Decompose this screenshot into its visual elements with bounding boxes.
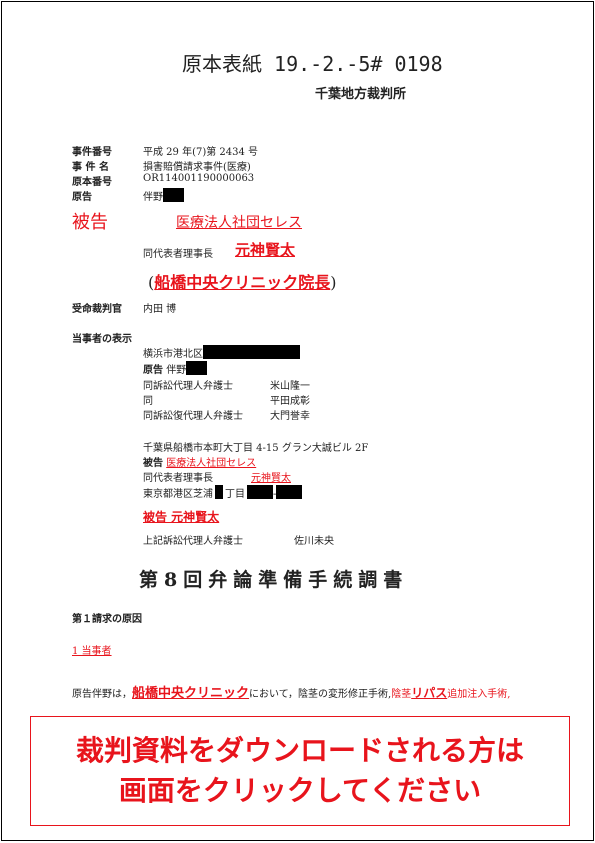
download-banner[interactable]: 裁判資料をダウンロードされる方は 画面をクリックしてください [30,716,570,826]
original-number: OR114001190000063 [143,173,255,184]
defendant-name: 医療法人社団セレス [176,215,302,231]
redaction-box [203,345,300,359]
plaintiff-address: 横浜市港北区 [143,345,300,360]
plaintiff-label: 原告 [72,192,92,203]
case-number-label: 事件番号 [72,147,112,158]
rep-address-a: 東京都港区芝浦 [143,489,213,500]
case-name: 損害賠償請求事件(医療) [143,162,251,173]
clinic-line: (船橋中央クリニック院長) [148,273,337,292]
defendant-line: 被告 医療法人社団セレス [143,454,256,469]
plaintiff-surname: 伴野 [166,365,187,376]
redaction-box [215,485,223,499]
rep-name: 元神賢太 [235,241,296,259]
judge-name: 内田 博 [143,304,177,315]
plaintiff-surname: 伴野 [143,192,163,203]
redaction-box [276,485,303,499]
rep-address-b: 丁目 [225,489,245,500]
section-heading: 第１請求の原因 [72,614,142,625]
court-name: 千葉地方裁判所 [315,87,407,102]
document-title: 第8回弁論準備手続調書 [139,569,409,591]
def-lawyer-label: 上記訴訟代理人弁護士 [143,536,243,547]
plaintiff-name: 伴野 [143,188,184,203]
lawyer3-name: 大門誉幸 [270,411,310,422]
lawyer1-label: 同訴訟代理人弁護士 [143,381,233,392]
body-line: 原告伴野は，船橋中央クリニックにおいて，陰茎の変形修正手術,陰茎リパス追加注入手… [72,682,510,701]
redaction-box [247,485,273,499]
original-number-label: 原本番号 [72,177,112,188]
defendant-org: 医療法人社団セレス [166,458,257,469]
body-text-a: 原告伴野は， [72,689,132,700]
rep-label: 同代表者理事長 [143,249,213,260]
case-number: 平成 29 年(7)第 2434 号 [143,147,259,158]
body-clinic: 船橋中央クリニック [132,686,250,701]
case-name-label: 事 件 名 [72,162,109,173]
banner-line-2: 画面をクリックしてください [118,774,482,807]
lawyer3-label: 同訴訟復代理人弁護士 [143,411,243,422]
plaintiff-line: 原告 伴野 [143,361,208,376]
defendant2: 被告 元神賢太 [143,510,220,524]
banner-line-1: 裁判資料をダウンロードされる方は [75,734,524,767]
defendant-rep-name: 元神賢太 [251,473,291,484]
plaintiff-address-text: 横浜市港北区 [143,349,203,360]
lawyer1-name: 米山隆一 [270,381,310,392]
parties-heading: 当事者の表示 [72,334,132,345]
cover-title: 原本表紙 19.-2.-5# 0198 [182,52,443,76]
lawyer2-name: 平田成彰 [270,396,310,407]
judge-label: 受命裁判官 [72,304,122,315]
rep-address: 東京都港区芝浦 丁目 - [143,485,303,500]
defendant-address: 千葉県船橋市本町大丁目 4-15 グラン大誠ビル 2F [143,443,369,454]
body-ripas: リパス [411,686,448,700]
defendant-role: 被告 [143,458,163,469]
same-label: 同 [143,396,153,407]
redaction-box [163,188,184,202]
def-lawyer-name: 佐川未央 [294,536,334,547]
body-text-c: 陰茎 [391,689,412,700]
defendant-rep-label: 同代表者理事長 [143,473,213,484]
redaction-box [186,361,208,375]
subsection-heading: 1 当事者 [72,646,112,657]
body-text-d: 追加注入手術, [447,689,511,700]
plaintiff-role: 原告 [143,365,163,376]
defendant-label: 被告 [72,212,108,233]
body-text-b: において，陰茎の変形修正手術, [249,689,392,700]
clinic-name: 船橋中央クリニック院長 [154,273,331,292]
